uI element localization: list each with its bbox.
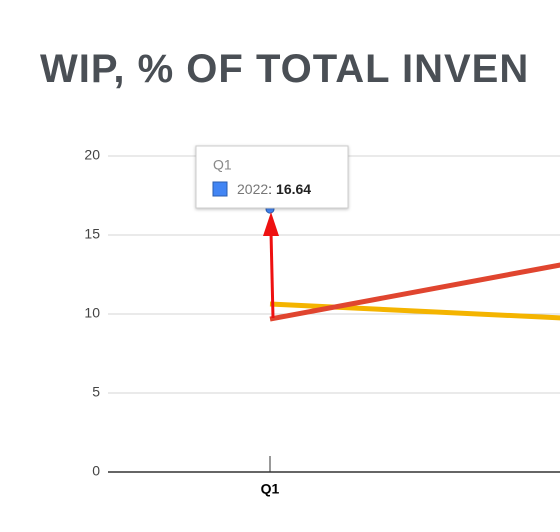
- tooltip-text: 2022: 16.64: [237, 181, 311, 197]
- x-tick-label: Q1: [261, 481, 280, 497]
- tooltip-separator: :: [268, 181, 272, 197]
- y-tick-label: 0: [92, 463, 100, 479]
- y-tick-label: 15: [84, 226, 100, 242]
- series-line: [269, 262, 560, 322]
- y-tick-label: 10: [84, 305, 100, 321]
- y-tick-label: 5: [92, 384, 100, 400]
- tooltip-box: [195, 145, 349, 209]
- tooltip: Q1 2022: 16.64: [195, 145, 349, 209]
- annotation-arrow: [263, 212, 279, 319]
- tooltip-swatch: [212, 181, 228, 197]
- tooltip-series: 2022: [237, 181, 268, 197]
- tooltip-value: 16.64: [276, 181, 311, 197]
- chart-title: WIP, % OF TOTAL INVEN: [40, 47, 529, 91]
- y-tick-label: 20: [84, 147, 100, 163]
- tooltip-category: Q1: [213, 157, 232, 173]
